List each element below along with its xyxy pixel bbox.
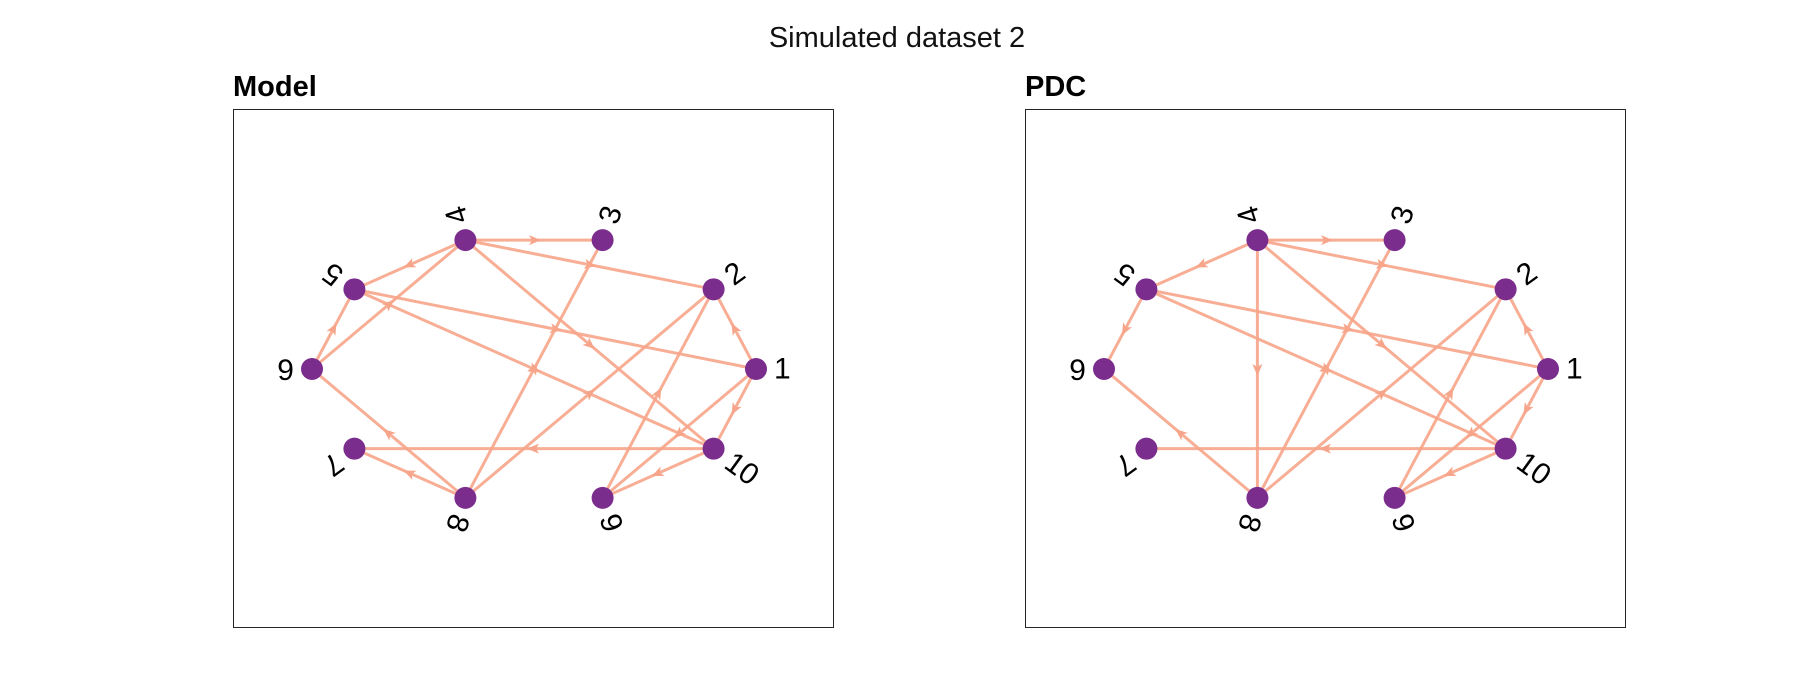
node-5[interactable] bbox=[1135, 278, 1158, 301]
node-label-6: 6 bbox=[277, 353, 294, 386]
arrowhead-8-to-6 bbox=[1175, 428, 1188, 441]
arrowhead-1-to-10 bbox=[731, 402, 742, 416]
arrowhead-1-to-10 bbox=[1523, 402, 1534, 416]
arrowhead-8-to-2 bbox=[582, 389, 595, 401]
node-9[interactable] bbox=[591, 486, 614, 509]
node-4[interactable] bbox=[454, 229, 477, 252]
arrowhead-6-to-4 bbox=[381, 300, 395, 312]
node-8[interactable] bbox=[1246, 486, 1269, 509]
node-1[interactable] bbox=[745, 358, 767, 380]
arrowhead-1-to-2 bbox=[731, 322, 742, 336]
node-3[interactable] bbox=[1383, 229, 1406, 252]
edge-layer-model bbox=[310, 235, 758, 500]
arrowhead-8-to-2 bbox=[1374, 389, 1387, 401]
arrowhead-10-to-9 bbox=[1443, 466, 1457, 477]
node-7[interactable] bbox=[1135, 437, 1158, 460]
arrowhead-4-to-8 bbox=[1252, 364, 1263, 376]
arrowhead-4-to-3 bbox=[529, 235, 541, 246]
node-label-1: 1 bbox=[774, 353, 791, 386]
panel-title-pdc: PDC bbox=[1025, 71, 1086, 103]
arrowhead-4-to-3 bbox=[1321, 235, 1333, 246]
arrowhead-5-to-6 bbox=[1121, 322, 1132, 336]
node-label-6: 6 bbox=[1069, 353, 1086, 386]
arrowhead-10-to-7 bbox=[527, 443, 539, 454]
arrowhead-1-to-9 bbox=[673, 426, 687, 438]
node-8[interactable] bbox=[454, 486, 477, 509]
figure-title: Simulated dataset 2 bbox=[769, 22, 1025, 54]
arrowhead-6-to-5 bbox=[326, 322, 337, 336]
arrowhead-8-to-7 bbox=[403, 470, 417, 480]
arrowhead-4-to-5 bbox=[403, 258, 417, 268]
node-3[interactable] bbox=[591, 229, 614, 252]
arrowhead-9-to-2 bbox=[1443, 387, 1454, 401]
arrowhead-8-to-3 bbox=[1319, 362, 1330, 376]
node-5[interactable] bbox=[343, 278, 366, 301]
node-label-1: 1 bbox=[1566, 353, 1583, 386]
panel-title-model: Model bbox=[233, 71, 317, 103]
node-2[interactable] bbox=[702, 278, 725, 301]
node-1[interactable] bbox=[1537, 358, 1559, 380]
node-9[interactable] bbox=[1383, 486, 1406, 509]
node-4[interactable] bbox=[1246, 229, 1269, 252]
arrowhead-4-to-5 bbox=[1195, 258, 1209, 268]
node-2[interactable] bbox=[1494, 278, 1517, 301]
arrowhead-9-to-2 bbox=[651, 387, 662, 401]
node-10[interactable] bbox=[1494, 437, 1517, 460]
arrowhead-10-to-9 bbox=[651, 466, 665, 477]
arrowhead-1-to-2 bbox=[1523, 322, 1534, 336]
arrowhead-4-to-10 bbox=[1374, 337, 1387, 349]
node-6[interactable] bbox=[301, 358, 323, 380]
arrowhead-10-to-7 bbox=[1319, 443, 1331, 454]
node-6[interactable] bbox=[1093, 358, 1115, 380]
arrowhead-8-to-3 bbox=[527, 362, 538, 376]
node-7[interactable] bbox=[343, 437, 366, 460]
edge-layer-pdc bbox=[1102, 235, 1550, 500]
arrowhead-4-to-10 bbox=[582, 337, 595, 349]
arrowhead-1-to-9 bbox=[1465, 426, 1479, 438]
arrowhead-8-to-6 bbox=[383, 428, 396, 441]
node-10[interactable] bbox=[702, 437, 725, 460]
